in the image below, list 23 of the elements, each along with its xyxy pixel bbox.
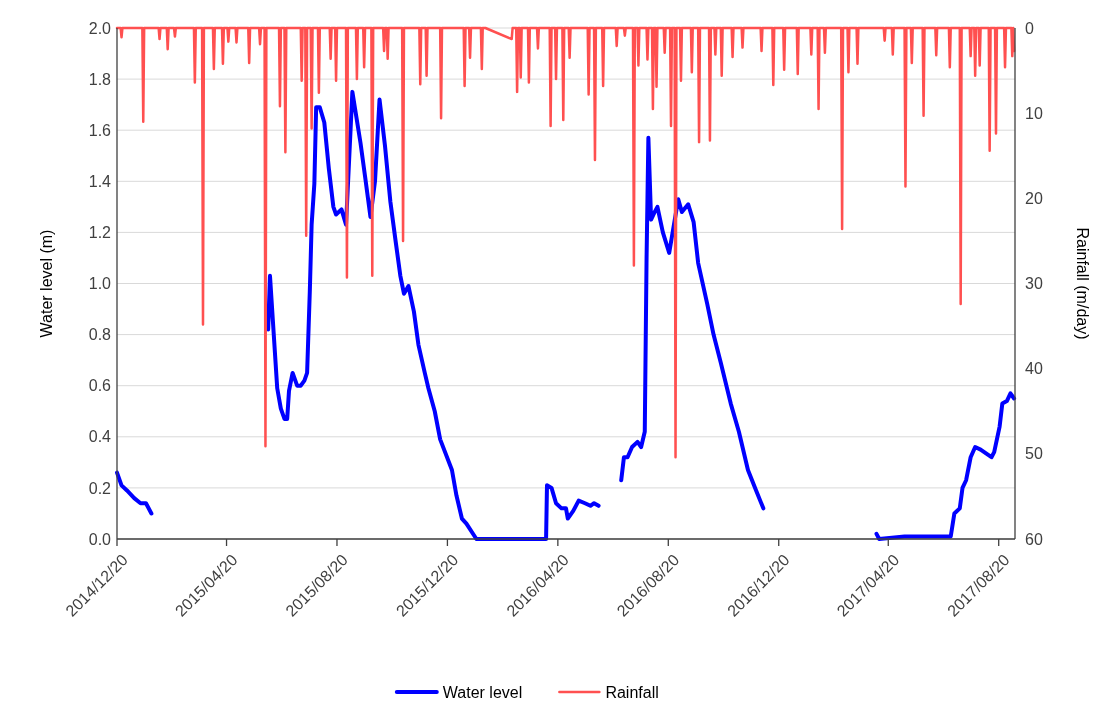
y2-tick-label: 0	[1025, 19, 1034, 37]
y-tick-label: 0.2	[88, 479, 112, 497]
y-tick-label: 1.8	[88, 70, 112, 88]
y-tick-label: 1.6	[88, 121, 112, 139]
y2-tick-label: 10	[1025, 104, 1043, 122]
y-tick-label: 1.2	[88, 224, 112, 241]
y2-tick-label: 50	[1025, 445, 1043, 463]
legend-label: Rainfall	[605, 683, 659, 701]
y2-tick-label: 20	[1025, 189, 1043, 207]
y-axis-title: Water level (m)	[38, 229, 55, 338]
y2-axis-title: Rainfall (m/day)	[1074, 227, 1091, 340]
line-series	[115, 26, 1016, 459]
y-tick-label: 1.4	[88, 172, 112, 190]
y-tick-label: 0.8	[88, 326, 112, 344]
y-tick-label: 0.0	[88, 530, 112, 548]
legend-label: Water level	[442, 683, 523, 701]
y-tick-label: 0.4	[88, 428, 112, 446]
y2-tick-label: 30	[1025, 275, 1043, 293]
y-tick-label: 1.0	[88, 275, 112, 293]
y2-tick-label: 40	[1025, 360, 1043, 378]
y-tick-label: 0.6	[88, 377, 112, 395]
y2-tick-label: 60	[1025, 530, 1043, 548]
y-tick-label: 2.0	[88, 19, 112, 37]
